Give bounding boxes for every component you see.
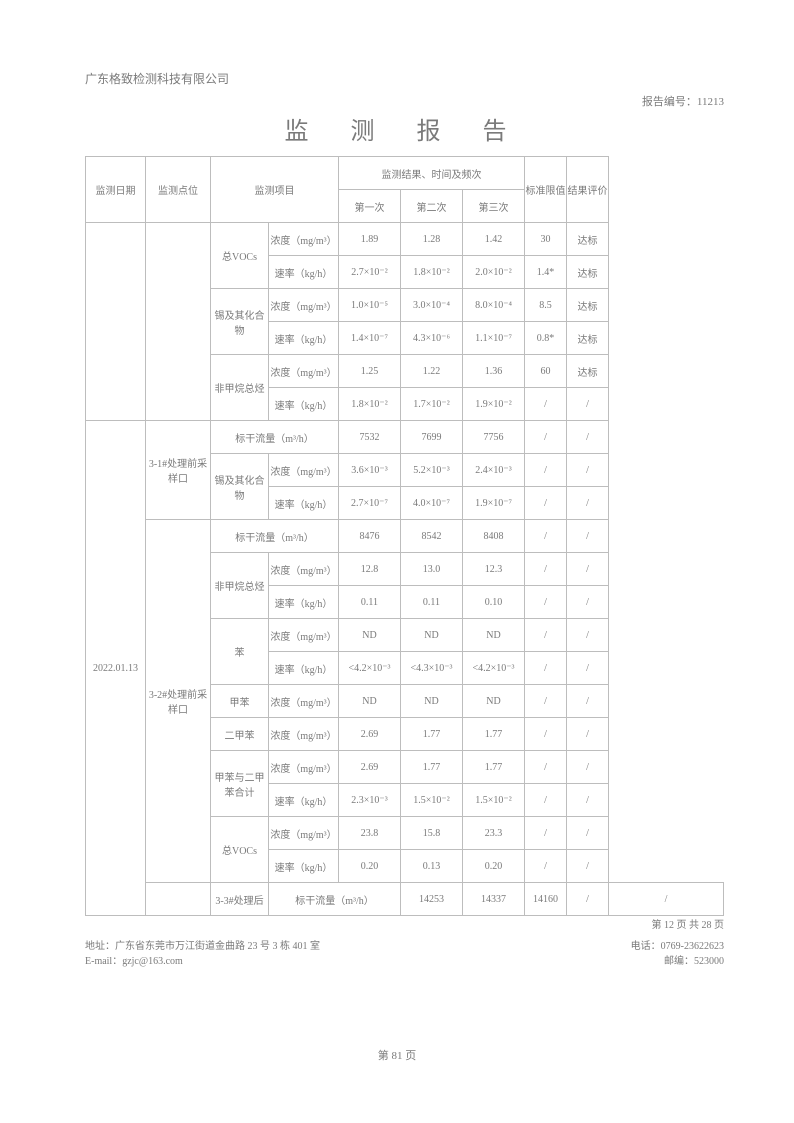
company-name: 广东格致检测科技有限公司 bbox=[85, 70, 724, 87]
footer-email: E-mail：gzjc@163.com bbox=[85, 952, 320, 967]
poll-vocs: 总VOCs bbox=[211, 223, 269, 289]
cell-date: 2022.01.13 bbox=[86, 421, 146, 916]
cell-point-3: 3-3#处理后 bbox=[211, 883, 269, 916]
hdr-result-group: 监测结果、时间及频次 bbox=[339, 157, 525, 190]
footer-zip: 邮编：523000 bbox=[631, 952, 724, 967]
outer-page-number: 第 81 页 bbox=[0, 1047, 794, 1063]
lbl-conc: 浓度（mg/m³） bbox=[269, 223, 339, 256]
hdr-r3: 第三次 bbox=[463, 190, 525, 223]
monitoring-table: 监测日期 监测点位 监测项目 监测结果、时间及频次 标准限值 结果评价 第一次 … bbox=[85, 156, 724, 916]
hdr-r1: 第一次 bbox=[339, 190, 401, 223]
report-number: 报告编号：11213 bbox=[85, 93, 724, 109]
hdr-limit: 标准限值 bbox=[525, 157, 567, 223]
page-title: 监 测 报 告 bbox=[85, 111, 724, 146]
hdr-item: 监测项目 bbox=[211, 157, 339, 223]
hdr-date: 监测日期 bbox=[86, 157, 146, 223]
hdr-r2: 第二次 bbox=[401, 190, 463, 223]
cell-date-blank2 bbox=[146, 883, 211, 916]
cell-point-1: 3-1#处理前采样口 bbox=[146, 421, 211, 520]
footer-addr: 地址：广东省东莞市万江街道金曲路 23 号 3 栋 401 室 bbox=[85, 937, 320, 952]
inner-page-number: 第 12 页 共 28 页 bbox=[85, 916, 724, 931]
footer-tel: 电话：0769-23622623 bbox=[631, 937, 724, 952]
footer: 地址：广东省东莞市万江街道金曲路 23 号 3 栋 401 室 E-mail：g… bbox=[85, 937, 724, 967]
cell-point-2: 3-2#处理前采样口 bbox=[146, 520, 211, 883]
cell-date-blank bbox=[86, 223, 146, 421]
hdr-eval: 结果评价 bbox=[567, 157, 609, 223]
hdr-point: 监测点位 bbox=[146, 157, 211, 223]
cell-point-blank bbox=[146, 223, 211, 421]
